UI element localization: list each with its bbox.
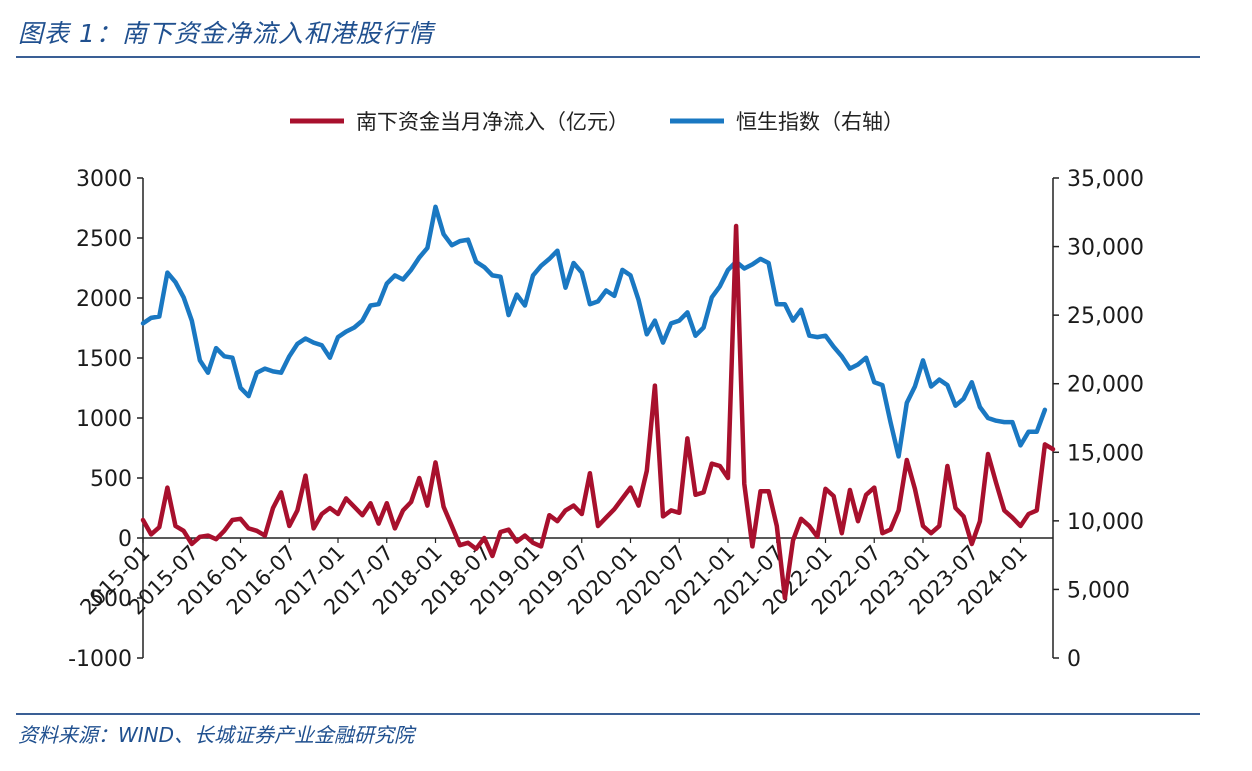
legend-label-net-inflow: 南下资金当月净流入（亿元） [356,110,629,134]
legend-label-hsi: 恒生指数（右轴） [736,110,904,134]
left-axis-tick-label: 2500 [76,227,132,252]
left-axis-tick-label: 1500 [76,347,132,372]
left-axis-tick-label: 500 [90,467,132,492]
header-divider [16,56,1200,58]
hsi-index-line [140,204,1048,459]
source-note: 资料来源：WIND、长城证券产业金融研究院 [18,723,415,747]
right-axis-tick-label: 30,000 [1067,236,1144,261]
right-axis-tick-label: 5,000 [1067,578,1130,603]
left-axis-tick-label: 2000 [76,287,132,312]
left-axis-tick-label: -1000 [68,647,132,672]
legend: 南下资金当月净流入（亿元） 恒生指数（右轴） [290,110,904,134]
net-inflow-line [140,223,1056,601]
left-axis-tick-label: 1000 [76,407,132,432]
right-axis-tick-label: 15,000 [1067,441,1144,466]
right-axis-tick-label: 25,000 [1067,304,1144,329]
right-axis-tick-label: 20,000 [1067,373,1144,398]
right-axis-tick-label: 10,000 [1067,510,1144,535]
figure-title: 图表 1：南下资金净流入和港股行情 [18,19,434,48]
left-axis-tick-label: 3000 [76,167,132,192]
ticks: 3000 2500 2000 1500 1000 500 0 -500 -1000 35,000 3… [68,167,1144,672]
footer-divider [16,713,1200,715]
right-axis-tick-label: 35,000 [1067,167,1144,192]
left-axis-tick-label: 0 [118,527,132,552]
left-axis-tick-label: -500 [82,587,132,612]
series-layer [140,204,1056,601]
right-axis-tick-label: 0 [1067,647,1081,672]
